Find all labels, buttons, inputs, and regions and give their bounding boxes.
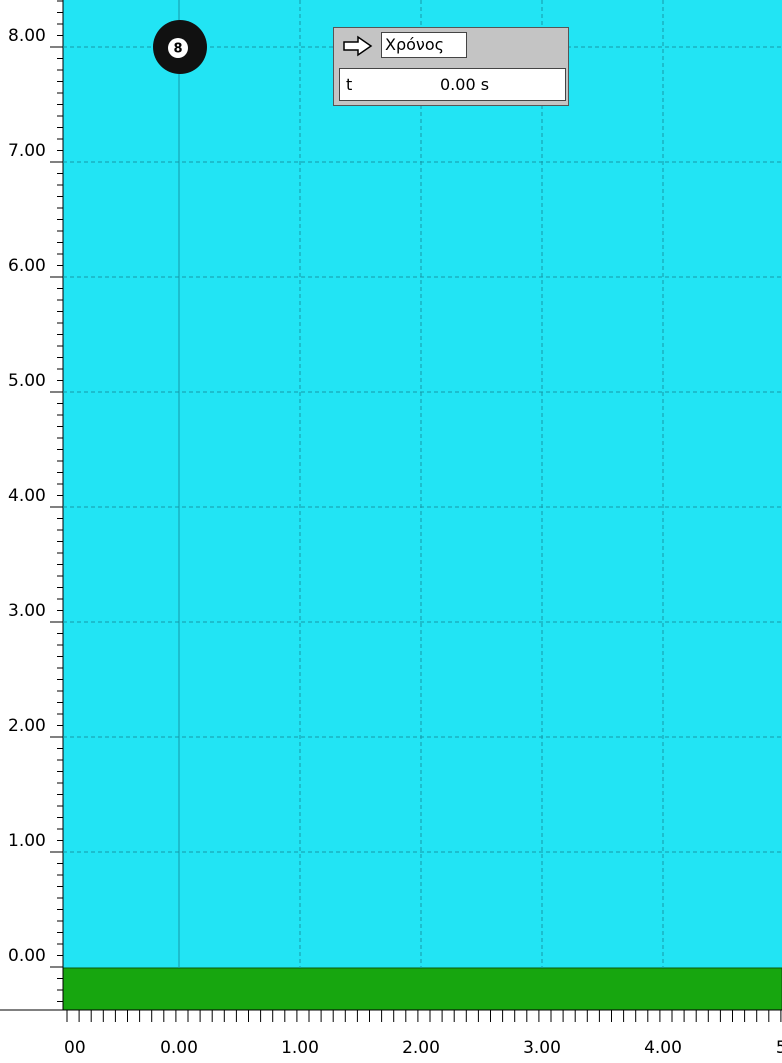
y-tick-label: 5.00 <box>8 371 46 391</box>
meter-row: t 0.00 s <box>339 68 566 101</box>
simulation-view: 8.00 7.00 6.00 5.00 4.00 3.00 2.00 1.00 0.00 00 0.… <box>0 0 782 1063</box>
x-tick-label: 3.00 <box>523 1038 561 1058</box>
y-tick-label: 0.00 <box>8 946 46 966</box>
x-tick-label: 2.00 <box>402 1038 440 1058</box>
x-tick-label: 0.00 <box>160 1038 198 1058</box>
ball[interactable]: 8 <box>153 20 207 74</box>
x-tick-label: 1.00 <box>281 1038 319 1058</box>
time-meter[interactable]: Χρόνος t 0.00 s <box>333 27 569 106</box>
ground <box>63 968 782 1010</box>
x-tick-label: 5. <box>776 1038 782 1058</box>
y-tick-label: 2.00 <box>8 716 46 736</box>
x-tick-label: 00 <box>64 1038 86 1058</box>
y-tick-label: 6.00 <box>8 256 46 276</box>
x-tick-label: 4.00 <box>644 1038 682 1058</box>
y-tick-label: 8.00 <box>8 26 46 46</box>
ball-label: 8 <box>173 42 182 57</box>
meter-title: Χρόνος <box>381 32 467 58</box>
meter-button[interactable] <box>340 33 376 59</box>
meter-variable: t <box>346 69 352 100</box>
y-tick-label: 4.00 <box>8 486 46 506</box>
meter-reading: 0.00 s <box>440 69 489 100</box>
background <box>63 0 782 968</box>
page: 8.00 7.00 6.00 5.00 4.00 3.00 2.00 1.00 0.00 00 0.… <box>0 0 782 1063</box>
y-tick-label: 3.00 <box>8 601 46 621</box>
y-tick-label: 7.00 <box>8 141 46 161</box>
y-tick-label: 1.00 <box>8 831 46 851</box>
